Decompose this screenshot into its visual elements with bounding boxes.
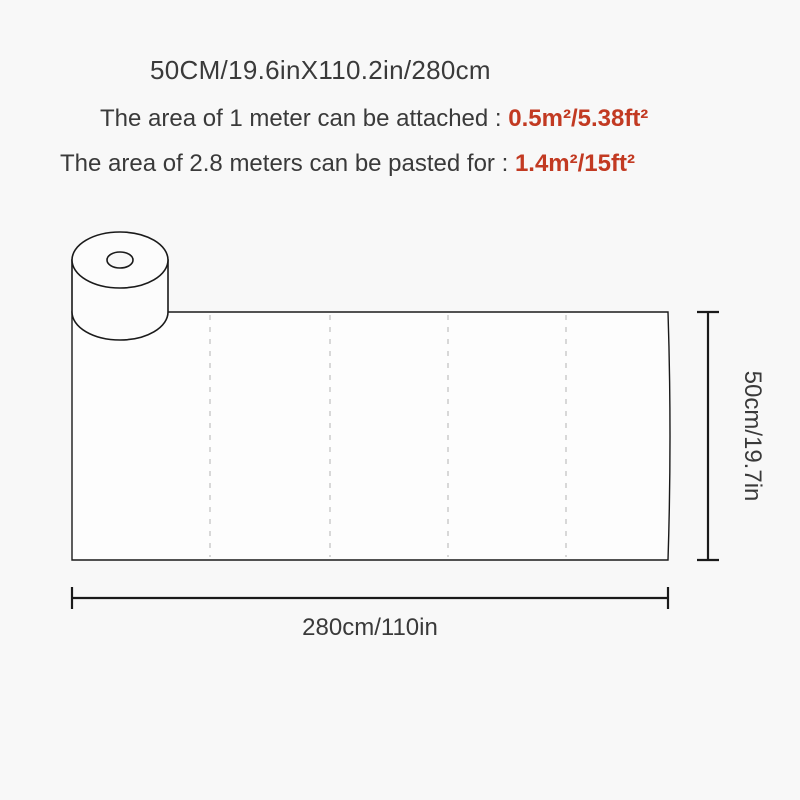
roll-hole [107, 252, 133, 268]
area-1m-label: The area of 1 meter can be attached : [100, 105, 502, 132]
sheet [72, 312, 670, 560]
page-root: 50CM/19.6inX110.2in/280cm The area of 1 … [0, 0, 800, 800]
area-2_8m-value: 1.4m²/15ft² [515, 150, 635, 177]
area-1m-row: The area of 1 meter can be attached : 0.… [100, 105, 648, 133]
area-2_8m-label: The area of 2.8 meters can be pasted for… [60, 150, 508, 177]
roll-diagram: 280cm/110in 50cm/19.7in [0, 205, 800, 765]
dim-height-label: 50cm/19.7in [739, 371, 766, 502]
area-1m-value: 0.5m²/5.38ft² [508, 105, 648, 132]
title-dimensions: 50CM/19.6inX110.2in/280cm [150, 55, 491, 86]
dim-width-label: 280cm/110in [302, 614, 438, 641]
diagram-container: 280cm/110in 50cm/19.7in [0, 205, 800, 765]
area-2_8m-row: The area of 2.8 meters can be pasted for… [60, 150, 635, 178]
